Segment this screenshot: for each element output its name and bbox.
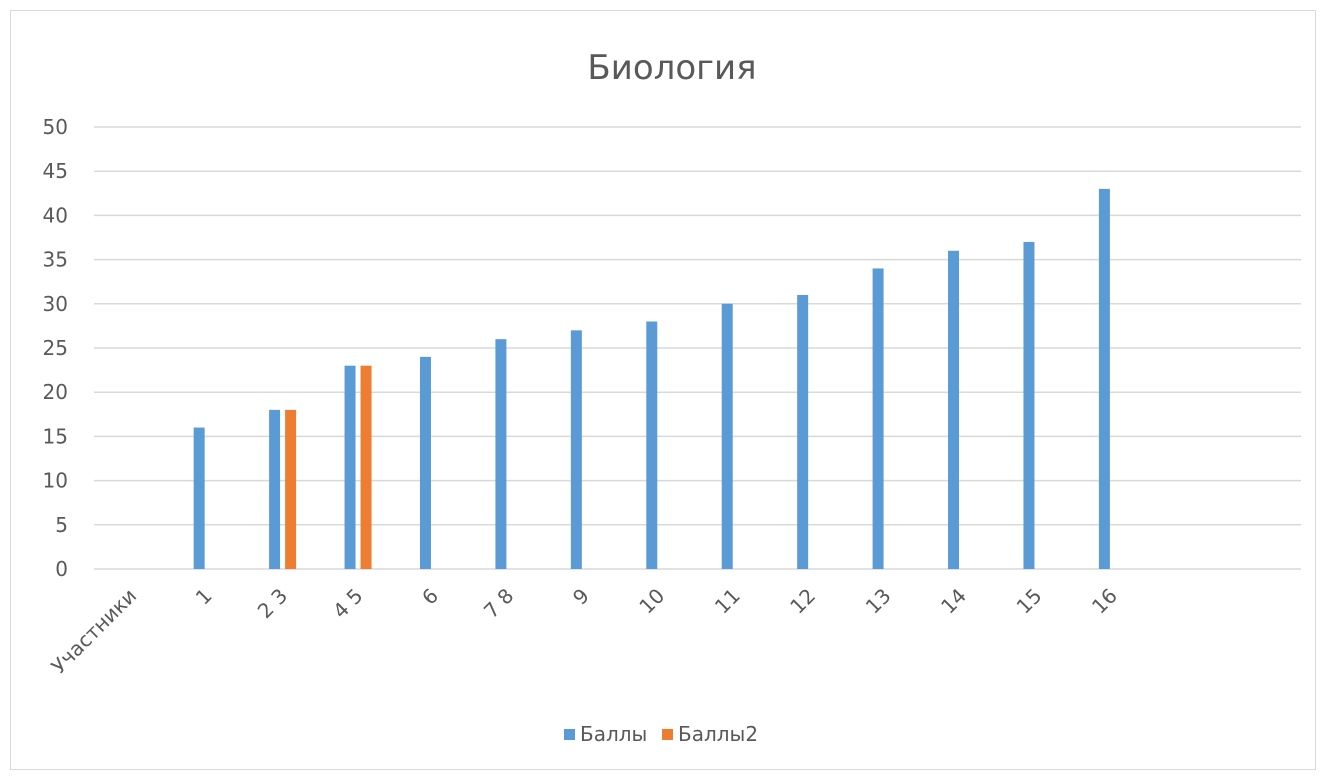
x-tick-label: 12: [785, 584, 820, 619]
x-tick-label: Участники: [46, 584, 141, 679]
bar-bally: [193, 427, 205, 569]
x-tick-label: 15: [1012, 584, 1047, 619]
y-tick-label: 45: [43, 159, 68, 183]
legend-label: Баллы2: [678, 722, 758, 746]
x-tick-label: 11: [710, 584, 745, 619]
bar-bally2: [285, 409, 297, 569]
y-tick-label: 50: [43, 115, 68, 139]
bar-bally: [948, 250, 960, 569]
bar-bally: [269, 409, 281, 569]
x-tick-label: 9: [568, 584, 594, 610]
bar-bally: [872, 268, 884, 569]
chart-title: Биология: [587, 48, 756, 88]
x-tick-label: 6: [417, 584, 443, 610]
bar-bally: [344, 365, 356, 569]
bar-bally: [495, 339, 507, 569]
bar-bally: [797, 294, 809, 569]
x-tick-label: 16: [1087, 584, 1122, 619]
x-tick-label: 1: [191, 584, 217, 610]
x-tick-label: 4 5: [328, 584, 367, 623]
y-axis-ticks: 0 5 10 15 20 25 30 35 40 45 50: [43, 115, 68, 581]
y-tick-label: 15: [43, 424, 68, 448]
y-tick-label: 30: [43, 292, 68, 316]
x-tick-label: 13: [861, 584, 896, 619]
bar-bally: [570, 330, 582, 569]
y-tick-label: 0: [55, 557, 68, 581]
chart-frame: Биология 0 5 10 15 20 25 30 35 40 45 50 Участники 1…: [10, 10, 1316, 770]
bar-bally: [1023, 241, 1035, 570]
y-tick-label: 5: [55, 513, 68, 537]
bar-bally: [646, 321, 658, 569]
legend: Баллы Баллы2: [564, 722, 758, 746]
legend-swatch: [564, 729, 575, 740]
legend-swatch: [662, 729, 673, 740]
x-tick-label: 10: [634, 584, 669, 619]
bars: [193, 188, 1110, 570]
bar-bally: [419, 356, 431, 569]
y-tick-label: 25: [43, 336, 68, 360]
legend-label: Баллы: [580, 722, 647, 746]
y-tick-label: 10: [43, 469, 68, 493]
bar-bally: [1098, 188, 1110, 569]
y-tick-label: 40: [43, 203, 68, 227]
chart-svg: Биология 0 5 10 15 20 25 30 35 40 45 50 Участники 1…: [43, 48, 1301, 746]
x-axis-ticks: Участники 1 2 3 4 5 6 7 8 9 10 11 12 13 14 15 16: [46, 584, 1121, 679]
x-tick-label: 14: [936, 584, 971, 619]
bar-bally: [721, 303, 733, 569]
x-tick-label: 7 8: [479, 584, 518, 623]
bar-bally2: [360, 365, 372, 569]
y-tick-label: 35: [43, 248, 68, 272]
y-tick-label: 20: [43, 380, 68, 404]
x-tick-label: 2 3: [253, 584, 292, 623]
